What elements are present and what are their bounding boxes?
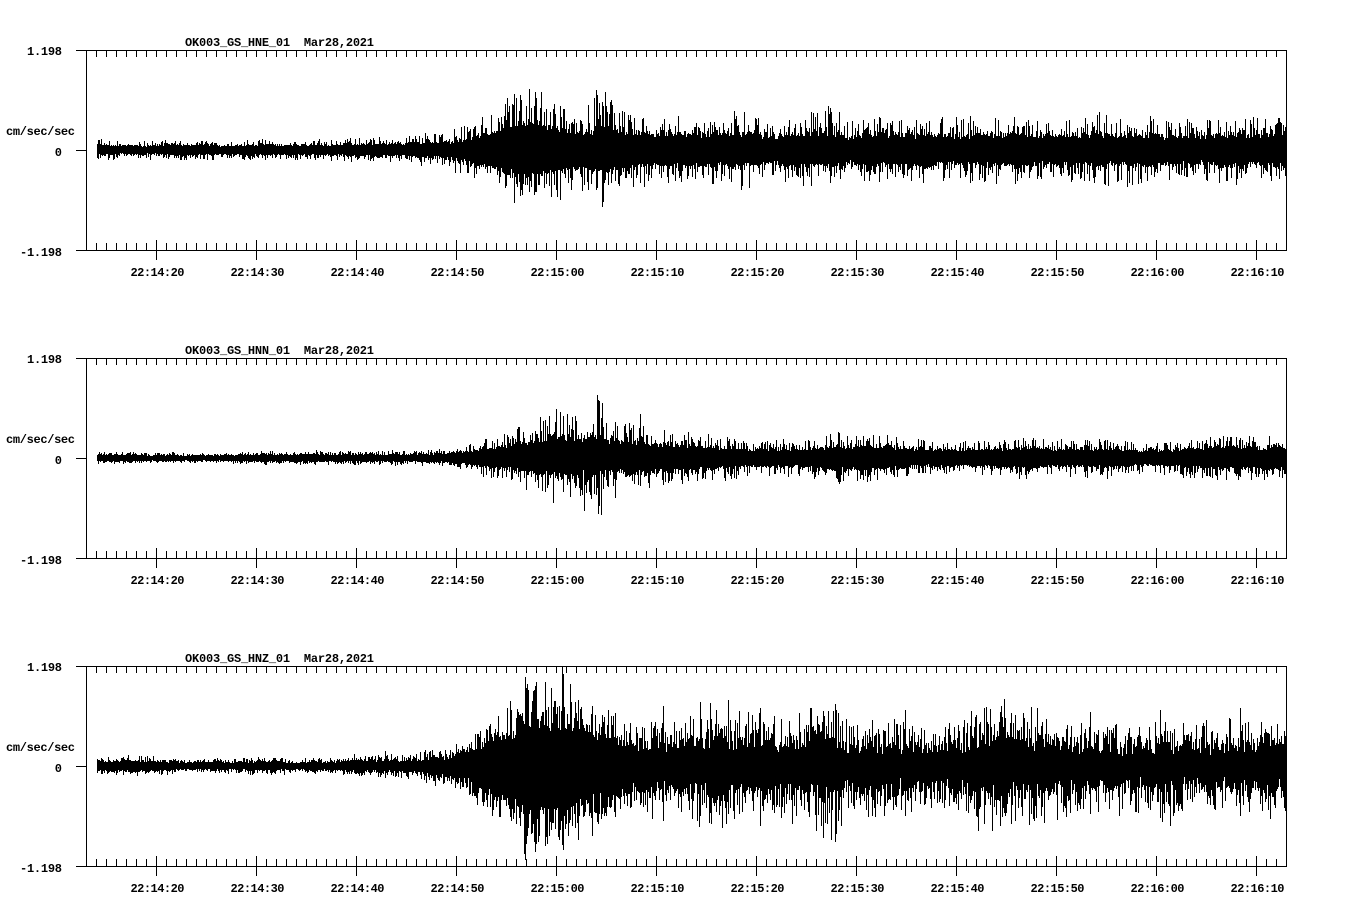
svg-text:cm/sec/sec: cm/sec/sec bbox=[6, 741, 75, 755]
svg-text:22:15:50: 22:15:50 bbox=[1031, 574, 1085, 588]
svg-text:22:15:30: 22:15:30 bbox=[831, 266, 885, 280]
svg-text:22:15:10: 22:15:10 bbox=[631, 266, 685, 280]
svg-text:cm/sec/sec: cm/sec/sec bbox=[6, 125, 75, 139]
svg-text:22:15:20: 22:15:20 bbox=[731, 574, 785, 588]
svg-text:22:14:50: 22:14:50 bbox=[431, 882, 485, 896]
svg-text:22:14:30: 22:14:30 bbox=[231, 266, 285, 280]
svg-text:22:14:20: 22:14:20 bbox=[131, 266, 185, 280]
svg-text:22:14:40: 22:14:40 bbox=[331, 574, 385, 588]
svg-text:22:14:50: 22:14:50 bbox=[431, 266, 485, 280]
svg-text:22:16:10: 22:16:10 bbox=[1231, 266, 1285, 280]
svg-text:22:15:00: 22:15:00 bbox=[531, 574, 585, 588]
svg-text:22:14:40: 22:14:40 bbox=[331, 266, 385, 280]
svg-text:-1.198: -1.198 bbox=[20, 246, 62, 260]
svg-text:22:15:20: 22:15:20 bbox=[731, 882, 785, 896]
svg-text:22:16:10: 22:16:10 bbox=[1231, 574, 1285, 588]
svg-text:22:16:00: 22:16:00 bbox=[1131, 574, 1185, 588]
svg-text:OK003_GS_HNZ_01 Mar28,2021: OK003_GS_HNZ_01 Mar28,2021 bbox=[185, 652, 374, 666]
svg-text:22:15:50: 22:15:50 bbox=[1031, 882, 1085, 896]
svg-text:1.198: 1.198 bbox=[27, 45, 62, 59]
svg-text:1.198: 1.198 bbox=[27, 353, 62, 367]
svg-text:OK003_GS_HNN_01 Mar28,2021: OK003_GS_HNN_01 Mar28,2021 bbox=[185, 344, 374, 358]
svg-text:22:16:10: 22:16:10 bbox=[1231, 882, 1285, 896]
svg-text:22:15:00: 22:15:00 bbox=[531, 266, 585, 280]
svg-text:22:14:20: 22:14:20 bbox=[131, 574, 185, 588]
svg-text:0: 0 bbox=[55, 146, 62, 160]
svg-text:22:16:00: 22:16:00 bbox=[1131, 266, 1185, 280]
svg-text:0: 0 bbox=[55, 454, 62, 468]
svg-text:22:14:30: 22:14:30 bbox=[231, 574, 285, 588]
svg-text:22:14:50: 22:14:50 bbox=[431, 574, 485, 588]
svg-text:cm/sec/sec: cm/sec/sec bbox=[6, 433, 75, 447]
svg-text:22:15:20: 22:15:20 bbox=[731, 266, 785, 280]
svg-text:0: 0 bbox=[55, 762, 62, 776]
svg-text:22:15:10: 22:15:10 bbox=[631, 574, 685, 588]
svg-text:22:14:30: 22:14:30 bbox=[231, 882, 285, 896]
svg-text:OK003_GS_HNE_01 Mar28,2021: OK003_GS_HNE_01 Mar28,2021 bbox=[185, 36, 374, 50]
svg-text:22:14:20: 22:14:20 bbox=[131, 882, 185, 896]
svg-text:22:15:40: 22:15:40 bbox=[931, 266, 985, 280]
svg-text:22:15:10: 22:15:10 bbox=[631, 882, 685, 896]
svg-text:22:16:00: 22:16:00 bbox=[1131, 882, 1185, 896]
svg-text:22:14:40: 22:14:40 bbox=[331, 882, 385, 896]
svg-text:-1.198: -1.198 bbox=[20, 862, 62, 876]
svg-text:22:15:40: 22:15:40 bbox=[931, 882, 985, 896]
svg-text:1.198: 1.198 bbox=[27, 661, 62, 675]
svg-text:22:15:40: 22:15:40 bbox=[931, 574, 985, 588]
svg-text:-1.198: -1.198 bbox=[20, 554, 62, 568]
svg-text:22:15:50: 22:15:50 bbox=[1031, 266, 1085, 280]
svg-text:22:15:30: 22:15:30 bbox=[831, 574, 885, 588]
svg-text:22:15:30: 22:15:30 bbox=[831, 882, 885, 896]
svg-text:22:15:00: 22:15:00 bbox=[531, 882, 585, 896]
